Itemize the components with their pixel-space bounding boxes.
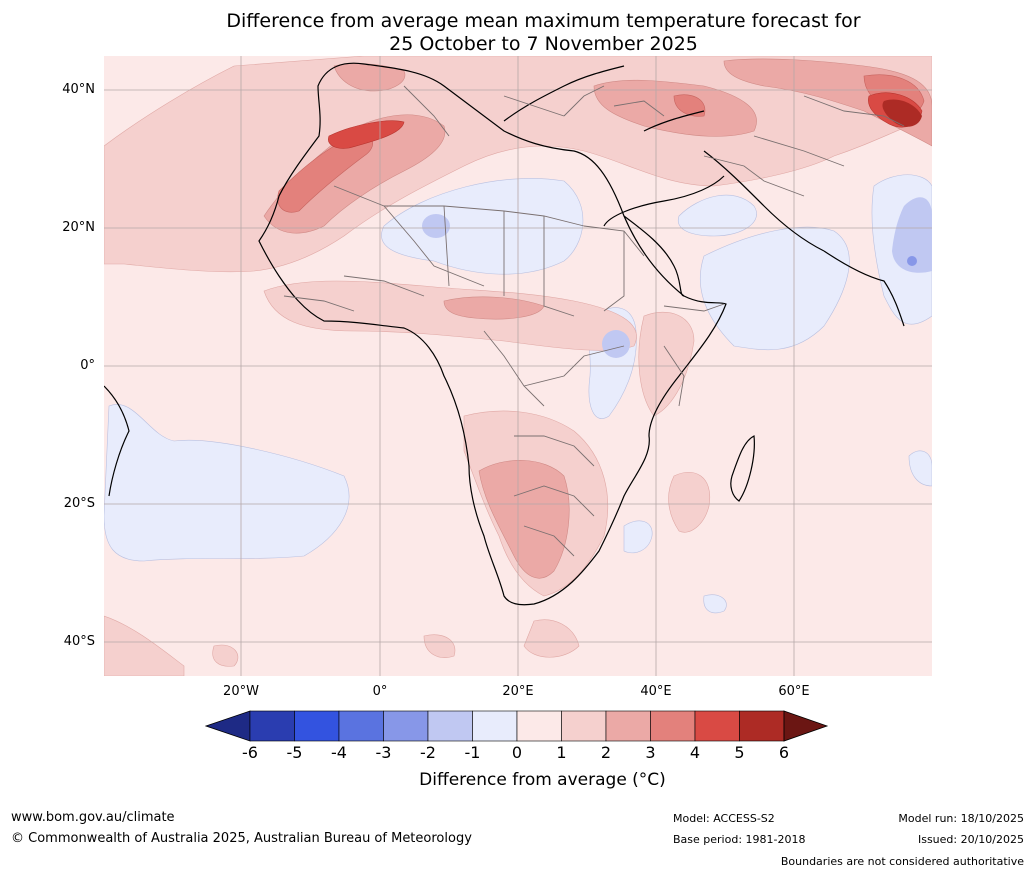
lon-label-20e: 20°E [502, 684, 534, 699]
colorbar-segment [739, 710, 785, 742]
colorbar-segment [294, 710, 340, 742]
colorbar-segment [427, 710, 473, 742]
temperature-anomaly-map [104, 56, 932, 676]
footer-website: www.bom.gov.au/climate [11, 810, 175, 825]
coastlines [104, 62, 905, 606]
colorbar-tick-label: -1 [464, 743, 481, 762]
colorbar-tick-label: -2 [420, 743, 436, 762]
footer-model: Model: ACCESS-S2 [673, 812, 775, 825]
lat-label-40n: 40°N [62, 82, 95, 97]
colorbar-tick-label: -3 [375, 743, 392, 762]
colorbar-extend-low [205, 710, 251, 742]
colorbar-tick-label: -4 [331, 743, 347, 762]
colorbar-tick-label: -5 [286, 743, 303, 762]
graticule-lines [104, 56, 932, 676]
lon-label-40e: 40°E [640, 684, 672, 699]
lon-label-0: 0° [372, 684, 388, 699]
colorbar-tick-label: 5 [734, 743, 745, 762]
colorbar-label: Difference from average (°C) [419, 770, 666, 790]
footer-copyright: © Commonwealth of Australia 2025, Austra… [11, 831, 472, 846]
colorbar-tick-label: 6 [778, 743, 790, 762]
warm-anomaly-regions-2-3 [263, 58, 932, 579]
footer-issued: Issued: 20/10/2025 [917, 833, 1024, 846]
colorbar-tick-label: 4 [689, 743, 701, 762]
colorbar-segment [561, 710, 607, 742]
colorbar-segment [650, 710, 696, 742]
lon-label-20w: 20°W [223, 684, 259, 699]
colorbar-segment [516, 710, 562, 742]
colorbar-tick-label: 0 [511, 743, 523, 762]
lat-label-20s: 20°S [63, 496, 95, 511]
colorbar-tick-label: 2 [600, 743, 612, 762]
lon-label-60e: 60°E [778, 684, 810, 699]
colorbar [205, 710, 829, 742]
lat-label-20n: 20°N [62, 220, 95, 235]
country-boundaries [283, 85, 905, 557]
colorbar-segment [694, 710, 740, 742]
colorbar-tick-label: 1 [556, 743, 567, 762]
cool-anomaly-patches [422, 197, 932, 358]
colorbar-segment [472, 710, 518, 742]
colorbar-tick-label: 3 [645, 743, 656, 762]
map-title-line1: Difference from average mean maximum tem… [226, 10, 861, 32]
lat-label-40s: 40°S [63, 634, 95, 649]
colorbar-segment [383, 710, 429, 742]
footer-model-run: Model run: 18/10/2025 [898, 812, 1024, 825]
colorbar-segment [249, 710, 295, 742]
colorbar-segment [338, 710, 384, 742]
map-title-line2: 25 October to 7 November 2025 [389, 33, 698, 55]
colorbar-tick-label: -6 [242, 743, 258, 762]
footer-base-period: Base period: 1981-2018 [673, 833, 806, 846]
footer-disclaimer: Boundaries are not considered authoritat… [780, 855, 1024, 868]
colorbar-extend-high [783, 710, 829, 742]
colorbar-segment [605, 710, 651, 742]
lat-label-0: 0° [80, 358, 95, 373]
